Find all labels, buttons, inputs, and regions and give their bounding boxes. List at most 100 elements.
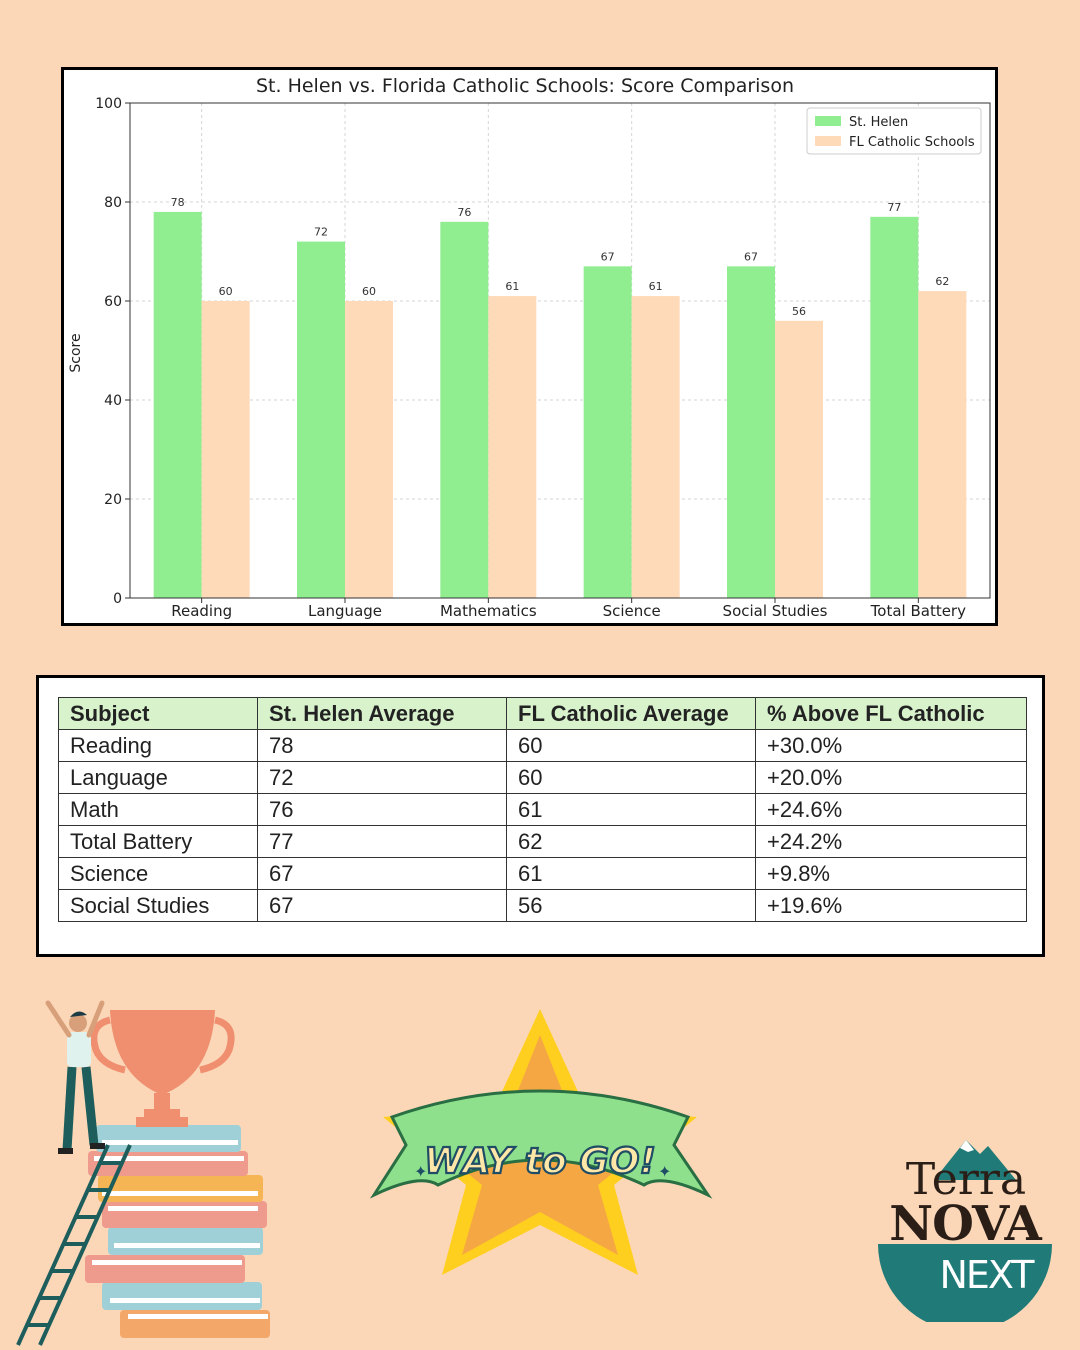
data-label: 60 <box>219 285 233 298</box>
legend-box <box>806 107 982 155</box>
bar-st-helen <box>583 266 632 598</box>
chart-title: St. Helen vs. Florida Catholic Schools: … <box>256 75 794 97</box>
data-label: 76 <box>457 206 471 219</box>
header-percent-above: % Above FL Catholic <box>755 697 1027 730</box>
x-tick-label: Social Studies <box>723 602 828 620</box>
cell-fl-catholic: 62 <box>506 825 756 858</box>
data-label: 67 <box>744 250 758 263</box>
books-stack <box>85 1125 270 1338</box>
cell-subject: Total Battery <box>58 825 258 858</box>
cell-subject: Social Studies <box>58 889 258 922</box>
data-label: 77 <box>887 201 901 214</box>
bar-st-helen <box>727 266 775 598</box>
logo-circle <box>878 1244 1052 1322</box>
data-label: 78 <box>171 196 185 209</box>
bar-fl-catholic <box>201 301 250 598</box>
cell-subject: Math <box>58 793 258 826</box>
cell-fl-catholic: 60 <box>506 729 756 762</box>
y-tick-label: 100 <box>95 96 122 112</box>
cell-percent: +19.6% <box>755 889 1027 922</box>
cell-subject: Language <box>58 761 258 794</box>
table-header-row: Subject St. Helen Average FL Catholic Av… <box>58 697 1027 730</box>
legend-swatch <box>815 136 841 146</box>
table-row: Total Battery 77 62 +24.2% <box>58 825 1027 858</box>
logo-line-2: NOVA <box>889 1196 1042 1252</box>
y-tick-label: 60 <box>104 294 122 310</box>
header-subject: Subject <box>58 697 258 730</box>
sparkle-icon: ✦ <box>414 1162 427 1181</box>
bar-fl-catholic <box>631 296 680 598</box>
data-label: 62 <box>935 275 949 288</box>
axes-layer: 0 20 40 60 80 100 Reading Language Mathematics Sc… <box>95 96 991 620</box>
bars-layer <box>153 211 967 599</box>
cell-st-helen: 78 <box>257 729 507 762</box>
sparkle-icon: ✦ <box>658 1162 671 1181</box>
legend-label: St. Helen <box>849 115 908 130</box>
x-tick-label: Language <box>308 602 382 620</box>
cell-st-helen: 77 <box>257 825 507 858</box>
bar-st-helen <box>870 216 919 598</box>
data-label: 60 <box>362 285 376 298</box>
data-label: 72 <box>314 226 328 239</box>
data-labels-layer: 78 60 72 60 76 61 67 61 67 56 77 62 <box>171 196 950 318</box>
cell-percent: +30.0% <box>755 729 1027 762</box>
table-frame: Subject St. Helen Average FL Catholic Av… <box>36 675 1045 957</box>
mountain-icon <box>934 1140 1016 1180</box>
bar-st-helen <box>297 241 345 598</box>
cell-fl-catholic: 61 <box>506 793 756 826</box>
bar-st-helen <box>440 221 489 599</box>
ribbon <box>369 1089 713 1199</box>
cell-st-helen: 67 <box>257 889 507 922</box>
terra-nova-logo: Terra NOVA NEXT <box>878 1140 1052 1322</box>
cell-percent: +9.8% <box>755 857 1027 890</box>
table-row: Language 72 60 +20.0% <box>58 761 1027 794</box>
person <box>45 1000 105 1154</box>
data-label: 67 <box>601 250 615 263</box>
bar-fl-catholic <box>488 296 537 598</box>
bar-st-helen <box>153 211 202 598</box>
y-tick-label: 80 <box>104 195 122 211</box>
bar-fl-catholic <box>345 301 393 598</box>
bar-fl-catholic <box>918 291 967 598</box>
table-row: Social Studies 67 56 +19.6% <box>58 889 1027 922</box>
legend-swatch <box>815 116 841 126</box>
chart-legend: St. Helen FL Catholic Schools <box>806 107 982 155</box>
x-tick-label: Reading <box>171 602 232 620</box>
cell-percent: +20.0% <box>755 761 1027 794</box>
y-tick-label: 0 <box>113 591 122 607</box>
logo-line-3: NEXT <box>939 1253 1035 1297</box>
way-to-go-badge: WAY to GO! ✦ ✦ <box>369 1009 713 1275</box>
cell-st-helen: 67 <box>257 857 507 890</box>
bar-chart: St. Helen vs. Florida Catholic Schools: … <box>68 75 991 620</box>
table-row: Math 76 61 +24.6% <box>58 793 1027 826</box>
table-row: Reading 78 60 +30.0% <box>58 729 1027 762</box>
legend-label: FL Catholic Schools <box>849 135 975 150</box>
cell-st-helen: 72 <box>257 761 507 794</box>
y-axis-label: Score <box>68 333 84 372</box>
data-label: 56 <box>792 305 806 318</box>
x-tick-label: Science <box>603 602 661 620</box>
cell-fl-catholic: 56 <box>506 889 756 922</box>
table-row: Science 67 61 +9.8% <box>58 857 1027 890</box>
cell-fl-catholic: 61 <box>506 857 756 890</box>
chart-frame: St. Helen vs. Florida Catholic Schools: … <box>61 67 998 626</box>
y-tick-label: 40 <box>104 393 122 409</box>
cell-percent: +24.2% <box>755 825 1027 858</box>
trophy <box>90 1010 235 1127</box>
logo-line-1: Terra <box>906 1154 1026 1205</box>
cell-fl-catholic: 60 <box>506 761 756 794</box>
x-tick-label: Total Battery <box>870 602 966 620</box>
cell-subject: Reading <box>58 729 258 762</box>
ladder <box>16 1144 132 1346</box>
plot-frame <box>129 102 991 599</box>
y-tick-label: 20 <box>104 492 122 508</box>
cell-percent: +24.6% <box>755 793 1027 826</box>
data-label: 61 <box>505 280 519 293</box>
cell-st-helen: 76 <box>257 793 507 826</box>
x-tick-label: Mathematics <box>440 602 537 620</box>
trophy-books-icon <box>16 1000 270 1346</box>
bar-fl-catholic <box>775 320 823 598</box>
header-fl-catholic-average: FL Catholic Average <box>506 697 756 730</box>
grid-layer <box>130 102 990 599</box>
data-label: 61 <box>649 280 663 293</box>
